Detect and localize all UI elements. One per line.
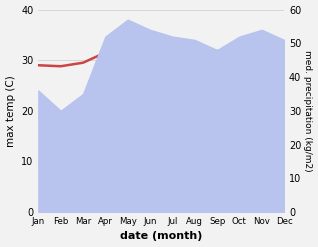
Y-axis label: med. precipitation (kg/m2): med. precipitation (kg/m2) [303, 50, 313, 172]
X-axis label: date (month): date (month) [120, 231, 203, 242]
Y-axis label: max temp (C): max temp (C) [5, 75, 16, 147]
